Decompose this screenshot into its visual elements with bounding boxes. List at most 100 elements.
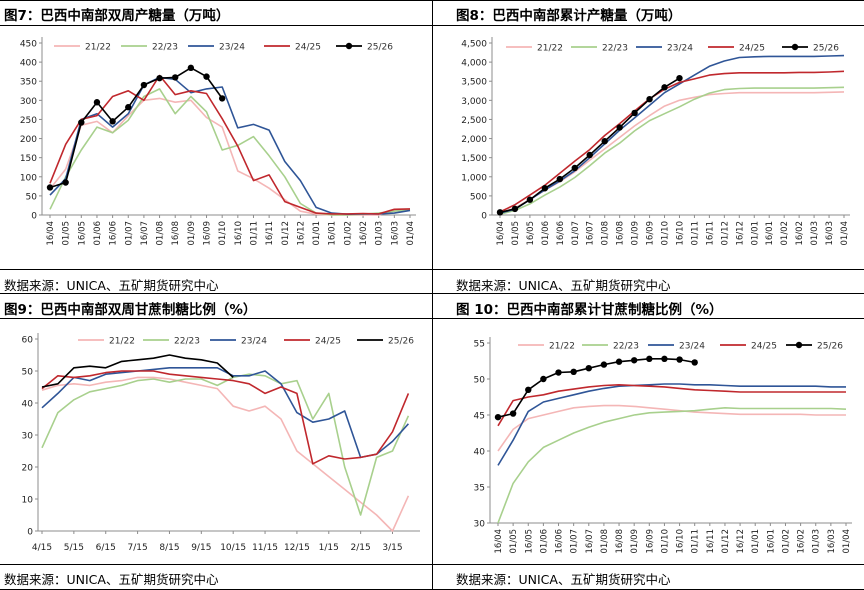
data-point-25-26: [203, 73, 210, 80]
x-tick-label: 10/15: [220, 543, 246, 553]
legend-label: 23/24: [219, 43, 245, 53]
data-point-25-26: [555, 369, 562, 376]
x-tick-label: 16/11: [706, 529, 716, 554]
x-tick-label: 16/01: [328, 221, 338, 246]
x-tick-label: 16/12: [735, 221, 745, 246]
series-line-25-26: [41, 354, 234, 388]
x-tick-label: 16/05: [526, 221, 536, 246]
x-tick-label: 16/02: [797, 529, 807, 554]
data-point-25-26: [646, 355, 653, 363]
data-point-25-26: [615, 358, 623, 365]
x-tick-label: 16/08: [616, 221, 626, 246]
y-tick-label: 450: [20, 40, 37, 50]
legend-label: 22/23: [174, 337, 200, 347]
data-point-25-26: [631, 109, 638, 117]
y-tick-label: 3,000: [461, 97, 487, 107]
x-tick-label: 2/15: [351, 543, 371, 553]
y-tick-label: 100: [20, 173, 37, 183]
legend-label: 24/25: [739, 44, 765, 54]
figure-8-source: 数据来源：UNICA、五矿期货研究中心: [456, 278, 671, 293]
y-tick-label: 45: [474, 412, 485, 422]
figure-7-panel: 图7：巴西中南部双周产糖量（万吨） 0 50 100 150 200 250 300 350 4…: [0, 0, 432, 294]
data-point-25-26: [525, 386, 532, 393]
figure-8-panel: 图8：巴西中南部累计产糖量（万吨） 0 500 1,000 1,500 2,000 2,5…: [432, 0, 864, 294]
series-line-24-25: [49, 74, 411, 215]
legend-label: 24/25: [315, 337, 341, 347]
y-tick-label: 4,500: [461, 40, 487, 50]
series-line-24-25: [497, 384, 846, 427]
x-tick-label: 01/04: [842, 529, 852, 554]
y-tick-label: 0: [31, 212, 37, 222]
x-tick-label: 12/15: [284, 543, 310, 553]
y-tick-label: 150: [20, 154, 37, 164]
x-tick-label: 01/01: [751, 529, 761, 554]
x-tick-label: 01/07: [571, 221, 581, 246]
legend-label: 23/24: [241, 337, 267, 347]
series-line-23-24: [49, 76, 411, 215]
x-tick-label: 7/15: [127, 543, 147, 553]
x-tick-label: 5/15: [64, 543, 84, 553]
x-tick-label: 01/04: [840, 221, 850, 246]
x-tick-label: 01/08: [600, 529, 610, 554]
x-tick-label: 8/15: [159, 543, 179, 553]
x-tick-label: 01/12: [721, 529, 731, 554]
data-point-25-26: [661, 84, 668, 91]
data-point-25-26: [585, 365, 592, 372]
legend-label: 25/26: [367, 43, 393, 53]
y-tick-label: 50: [26, 192, 38, 202]
y-tick-label: 4,000: [461, 59, 487, 69]
data-point-25-26: [109, 118, 116, 125]
y-tick-label: 40: [22, 400, 34, 410]
x-tick-label: 16/05: [524, 529, 534, 554]
data-point-25-26: [156, 74, 163, 82]
figure-7-source: 数据来源：UNICA、五矿期货研究中心: [4, 278, 219, 293]
data-point-25-26: [511, 205, 519, 213]
y-tick-label: 55: [474, 340, 485, 350]
legend-label: 22/23: [602, 44, 628, 54]
x-tick-label: 16/07: [586, 221, 596, 246]
y-tick-label: 0: [481, 212, 487, 222]
legend-marker-25-26: [795, 341, 803, 349]
x-tick-label: 16/04: [46, 221, 56, 246]
x-tick-label: 16/02: [795, 221, 805, 246]
legend-label: 25/26: [817, 342, 843, 352]
data-point-25-26: [600, 361, 608, 368]
x-tick-label: 16/12: [296, 221, 306, 246]
x-tick-label: 16/02: [359, 221, 369, 246]
x-tick-label: 16/10: [676, 529, 686, 554]
x-tick-label: 01/03: [810, 221, 820, 246]
x-tick-label: 16/04: [494, 529, 504, 554]
x-tick-label: 16/11: [705, 221, 715, 246]
data-point-25-26: [661, 355, 668, 363]
x-tick-label: 01/09: [631, 221, 641, 246]
x-tick-label: 16/05: [77, 221, 87, 246]
x-tick-label: 01/01: [312, 221, 322, 246]
x-tick-label: 16/06: [109, 221, 119, 246]
y-tick-label: 40: [474, 448, 486, 458]
figure-9-panel: 图9：巴西中南部双周甘蔗制糖比例（%） 0 10 20 30 40 50 60 4/15 5/1…: [0, 294, 432, 590]
figure-8-title: 图8：巴西中南部累计产糖量（万吨）: [456, 8, 682, 24]
data-point-25-26: [586, 151, 593, 159]
series-line-21-22: [41, 376, 410, 532]
series-line-24-25: [499, 70, 845, 213]
x-tick-label: 01/02: [343, 221, 353, 246]
legend-label: 21/22: [109, 337, 135, 347]
figure-7-chart: 0 50 100 150 200 250 300 350 400 450 16/04 01/05 16/…: [20, 37, 416, 246]
x-tick-label: 16/08: [615, 529, 625, 554]
data-point-25-26: [526, 196, 534, 203]
legend-label: 22/23: [613, 342, 639, 352]
figure-10-panel: 图 10：巴西中南部累计甘蔗制糖比例（%） 30 35 40 45 50 55 16/04 0…: [432, 294, 864, 590]
data-point-25-26: [218, 95, 226, 102]
x-tick-label: 6/15: [96, 543, 116, 553]
y-tick-label: 3,500: [461, 78, 487, 88]
x-tick-label: 16/07: [585, 529, 595, 554]
x-tick-label: 01/07: [570, 529, 580, 554]
data-point-25-26: [601, 138, 608, 145]
x-tick-label: 01/11: [691, 529, 701, 554]
y-tick-label: 2,500: [461, 116, 487, 126]
x-tick-label: 16/09: [203, 221, 213, 246]
x-tick-label: 01/06: [541, 221, 551, 246]
x-tick-label: 01/06: [93, 221, 103, 246]
x-tick-label: 16/10: [234, 221, 244, 246]
x-tick-label: 01/05: [511, 221, 521, 246]
